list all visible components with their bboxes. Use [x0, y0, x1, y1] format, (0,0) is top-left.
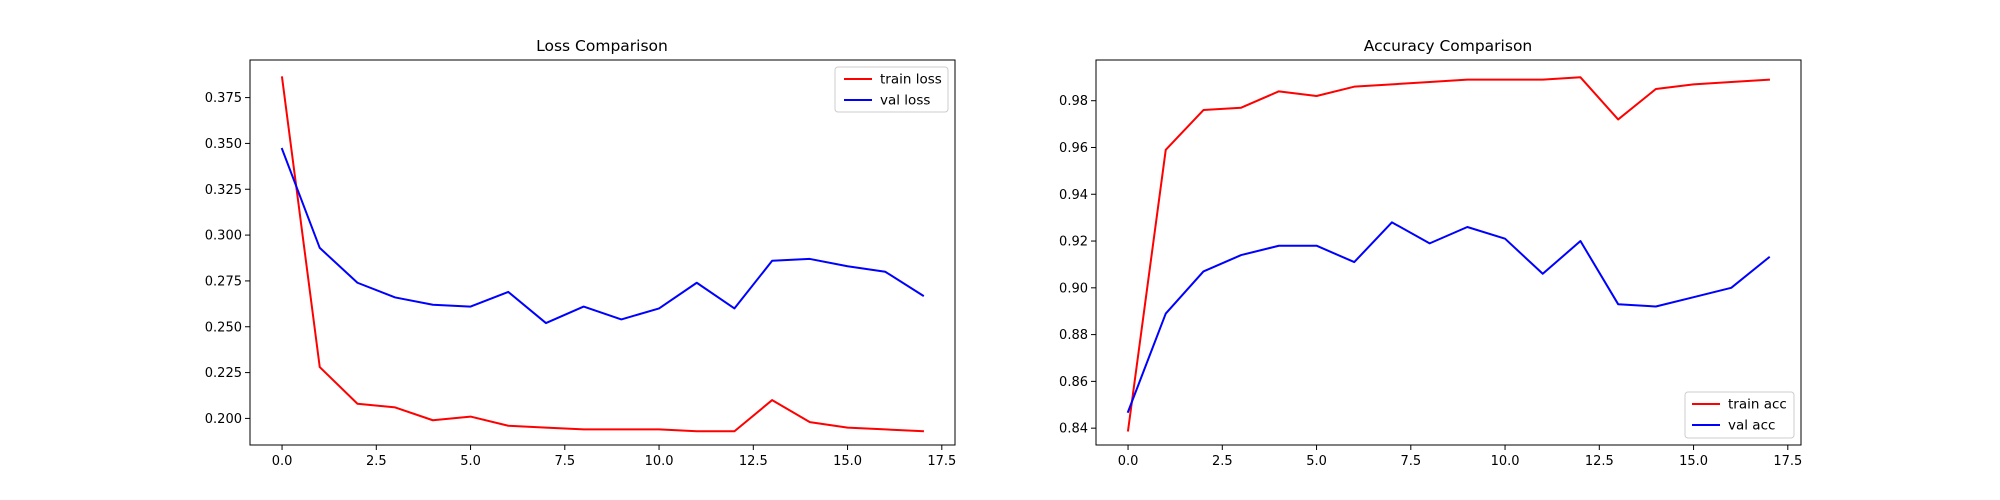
loss-x-tick-label: 2.5 — [366, 454, 387, 469]
legend-label-val-loss: val loss — [880, 93, 930, 109]
loss-y-tick-label: 0.375 — [205, 91, 242, 106]
accuracy-plot-frame — [1095, 59, 1802, 446]
accuracy-y-tick-label: 0.88 — [1059, 328, 1088, 343]
loss-legend: train loss val loss — [834, 66, 949, 113]
accuracy-x-tick-label: 2.5 — [1212, 454, 1233, 469]
loss-series-layer — [280, 76, 925, 433]
loss-plot-frame — [249, 59, 956, 446]
loss-x-tick-label: 12.5 — [739, 454, 768, 469]
accuracy-y-tick-label: 0.96 — [1059, 141, 1088, 156]
accuracy-x-tick-label: 5.0 — [1306, 454, 1327, 469]
accuracy-x-tick-label: 10.0 — [1491, 454, 1520, 469]
loss-y-tick-label: 0.250 — [205, 320, 242, 335]
loss-y-tick-label: 0.225 — [205, 366, 242, 381]
accuracy-series-layer — [1126, 76, 1771, 432]
loss-comparison-chart: Loss Comparison 0.0 2.5 5.0 7.5 10.0 12.5 15.0… — [205, 37, 957, 469]
accuracy-y-tick-label: 0.90 — [1059, 281, 1088, 296]
accuracy-ticks-layer: 0.0 2.5 5.0 7.5 10.0 12.5 15.0 17.5 0.84 0.86 0.88… — [1059, 94, 1802, 469]
accuracy-x-tick-label: 17.5 — [1773, 454, 1802, 469]
accuracy-y-tick-label: 0.98 — [1059, 94, 1088, 109]
legend-label-train-acc: train acc — [1728, 397, 1787, 413]
loss-y-tick-label: 0.350 — [205, 137, 242, 152]
loss-y-tick-label: 0.300 — [205, 229, 242, 244]
accuracy-comparison-chart: Accuracy Comparison 0.0 2.5 5.0 7.5 10.0 12.5… — [1059, 37, 1802, 469]
loss-x-tick-label: 10.0 — [645, 454, 674, 469]
accuracy-x-tick-label: 7.5 — [1400, 454, 1421, 469]
series-line-train-acc — [1126, 76, 1771, 432]
legend-label-val-acc: val acc — [1728, 418, 1775, 434]
loss-ticks-layer: 0.0 2.5 5.0 7.5 10.0 12.5 15.0 17.5 0.200 0.225 0.… — [205, 91, 957, 469]
accuracy-chart-title: Accuracy Comparison — [1364, 37, 1533, 55]
accuracy-x-tick-label: 15.0 — [1679, 454, 1708, 469]
loss-y-tick-label: 0.275 — [205, 274, 242, 289]
series-line-train-loss — [280, 76, 924, 433]
accuracy-x-tick-label: 12.5 — [1585, 454, 1614, 469]
loss-x-tick-label: 0.0 — [272, 454, 293, 469]
loss-y-tick-label: 0.200 — [205, 412, 242, 427]
accuracy-legend: train acc val acc — [1684, 391, 1795, 439]
accuracy-y-tick-label: 0.86 — [1059, 375, 1088, 390]
series-line-val-loss — [280, 147, 925, 325]
accuracy-y-tick-label: 0.94 — [1059, 188, 1088, 203]
legend-label-train-loss: train loss — [880, 72, 942, 88]
accuracy-y-tick-label: 0.92 — [1059, 235, 1088, 250]
accuracy-y-tick-label: 0.84 — [1059, 422, 1088, 437]
loss-x-tick-label: 5.0 — [460, 454, 481, 469]
series-line-val-acc — [1126, 221, 1771, 414]
loss-x-tick-label: 7.5 — [554, 454, 575, 469]
accuracy-x-tick-label: 0.0 — [1118, 454, 1139, 469]
loss-x-tick-label: 15.0 — [833, 454, 862, 469]
loss-y-tick-label: 0.325 — [205, 183, 242, 198]
loss-chart-title: Loss Comparison — [536, 37, 668, 55]
loss-x-tick-label: 17.5 — [927, 454, 956, 469]
